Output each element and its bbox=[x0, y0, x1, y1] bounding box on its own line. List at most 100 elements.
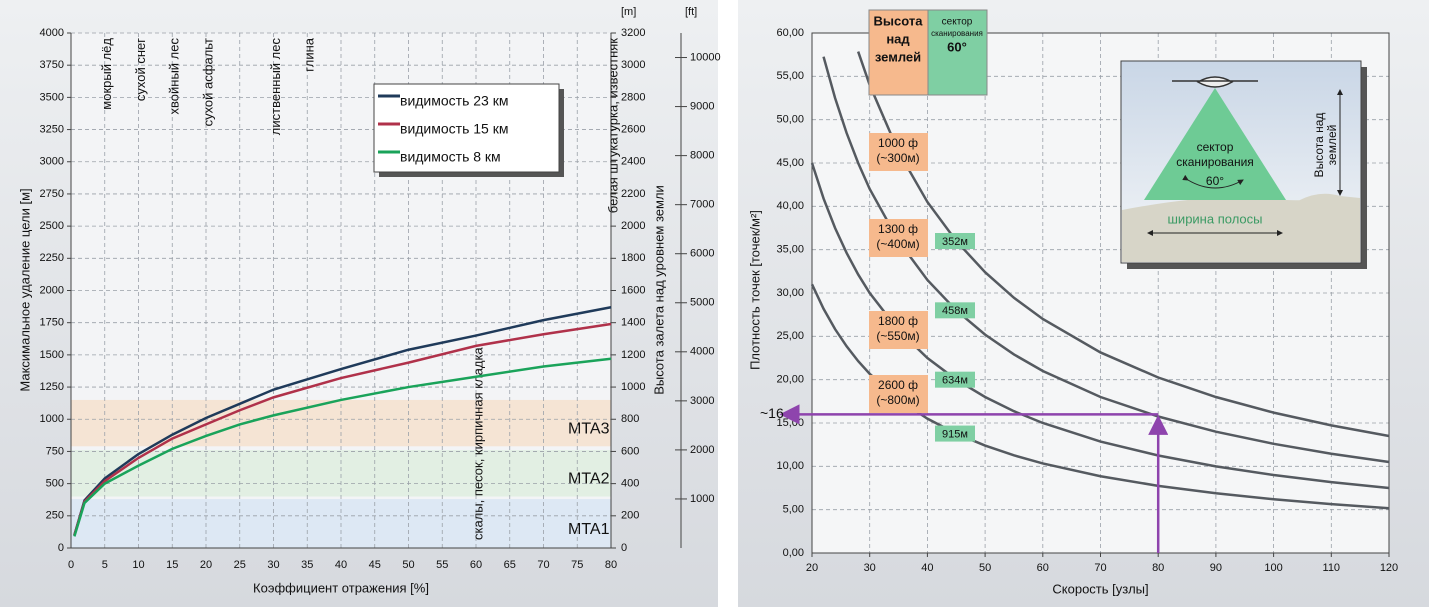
surface-label: лиственный лес bbox=[268, 38, 283, 136]
y2-tick-label: 600 bbox=[621, 445, 639, 457]
header-angle: 60° bbox=[947, 39, 967, 54]
x-tick-label: 65 bbox=[504, 559, 516, 571]
y2-tick-label: 2600 bbox=[621, 123, 645, 135]
inset-text: 60° bbox=[1206, 174, 1224, 188]
figure: MTA1MTA2MTA30510152025303540455055606570… bbox=[0, 0, 1429, 607]
ft-tick-label: 8000 bbox=[690, 150, 714, 162]
x-tick-label: 5 bbox=[102, 559, 108, 571]
y2-tick-label: 400 bbox=[621, 478, 639, 490]
y2-tick-label: 2200 bbox=[621, 188, 645, 200]
y-tick-label: 30,00 bbox=[776, 287, 804, 299]
y-axis-title: Максимальное удаление цели [м] bbox=[17, 188, 32, 391]
y2-unit: [m] bbox=[621, 6, 636, 18]
ft-tick-label: 2000 bbox=[690, 444, 714, 456]
band-label: MTA2 bbox=[568, 471, 610, 488]
y-tick-label: 60,00 bbox=[776, 27, 804, 39]
altitude-label: 1000 ф bbox=[878, 136, 918, 150]
ft-tick-label: 4000 bbox=[690, 346, 714, 358]
x-tick-label: 80 bbox=[605, 559, 617, 571]
y2-tick-label: 1400 bbox=[621, 317, 645, 329]
y-tick-label: 500 bbox=[46, 478, 64, 490]
inset-text: ширина полосы bbox=[1168, 211, 1263, 226]
x-tick-label: 60 bbox=[470, 559, 482, 571]
curve-label: 915м bbox=[942, 428, 968, 440]
y2-tick-label: 2400 bbox=[621, 156, 645, 168]
y-tick-label: 750 bbox=[46, 445, 64, 457]
x-tick-label: 55 bbox=[436, 559, 448, 571]
x-tick-label: 90 bbox=[1210, 562, 1222, 574]
ft-tick-label: 1000 bbox=[690, 493, 714, 505]
y-tick-label: 2500 bbox=[40, 220, 64, 232]
altitude-label: 1300 ф bbox=[878, 222, 918, 236]
inset-text: сектор bbox=[1197, 140, 1234, 154]
x-tick-label: 20 bbox=[806, 562, 818, 574]
x-tick-label: 45 bbox=[369, 559, 381, 571]
y-tick-label: 45,00 bbox=[776, 157, 804, 169]
y-tick-label: 1000 bbox=[40, 413, 64, 425]
y2-tick-label: 1000 bbox=[621, 381, 645, 393]
y2-tick-label: 800 bbox=[621, 413, 639, 425]
ft-tick-label: 3000 bbox=[690, 395, 714, 407]
x-tick-label: 40 bbox=[335, 559, 347, 571]
altitude-label: (~550м) bbox=[876, 329, 919, 343]
x-tick-label: 30 bbox=[267, 559, 279, 571]
altitude-label: 2600 ф bbox=[878, 378, 918, 392]
y2-tick-label: 2000 bbox=[621, 220, 645, 232]
y2-axis-title: Высота залета над уровнем земли bbox=[651, 185, 666, 395]
legend-label: видимость 8 км bbox=[400, 149, 501, 165]
header-sector: сканирования bbox=[931, 29, 983, 38]
ft-tick-label: 5000 bbox=[690, 297, 714, 309]
header-title: над bbox=[886, 31, 910, 46]
inset-text: сканирования bbox=[1176, 155, 1254, 169]
y-tick-label: 0 bbox=[58, 542, 64, 554]
y-tick-label: 40,00 bbox=[776, 200, 804, 212]
ft-unit: [ft] bbox=[685, 6, 697, 18]
legend-label: видимость 15 км bbox=[400, 121, 508, 137]
band-label: MTA1 bbox=[568, 521, 610, 538]
y-tick-label: 50,00 bbox=[776, 114, 804, 126]
ft-tick-label: 7000 bbox=[690, 199, 714, 211]
page: {"chart_data": [ {"type": "line", "xlabe… bbox=[0, 0, 1429, 607]
header-title: Высота bbox=[874, 13, 924, 28]
y-tick-label: 3750 bbox=[40, 59, 64, 71]
legend-label: видимость 23 км bbox=[400, 93, 508, 109]
ft-tick-label: 9000 bbox=[690, 100, 714, 112]
x-tick-label: 20 bbox=[200, 559, 212, 571]
x-tick-label: 110 bbox=[1323, 562, 1341, 574]
x-tick-label: 50 bbox=[402, 559, 414, 571]
curve-label: 352м bbox=[942, 236, 968, 248]
x-tick-label: 120 bbox=[1380, 562, 1398, 574]
y-tick-label: 20,00 bbox=[776, 374, 804, 386]
x-tick-label: 70 bbox=[537, 559, 549, 571]
curve-label: 458м bbox=[942, 305, 968, 317]
x-tick-label: 75 bbox=[571, 559, 583, 571]
x-tick-label: 100 bbox=[1264, 562, 1282, 574]
y-tick-label: 25,00 bbox=[776, 330, 804, 342]
x-tick-label: 70 bbox=[1094, 562, 1106, 574]
y-tick-label: 3000 bbox=[40, 156, 64, 168]
surface-label: хвойный лес bbox=[167, 38, 182, 115]
surface-label: глина bbox=[302, 37, 317, 71]
y2-tick-label: 0 bbox=[621, 542, 627, 554]
y-tick-label: 1250 bbox=[40, 381, 64, 393]
y2-tick-label: 200 bbox=[621, 510, 639, 522]
ft-tick-label: 6000 bbox=[690, 248, 714, 260]
surface-label: сухой асфальт bbox=[200, 38, 215, 126]
y2-tick-label: 3000 bbox=[621, 59, 645, 71]
x-tick-label: 80 bbox=[1152, 562, 1164, 574]
inset-text: землей bbox=[1325, 125, 1339, 166]
y-tick-label: 35,00 bbox=[776, 244, 804, 256]
surface-label: белая штукатурка, известняк bbox=[605, 38, 620, 214]
x-tick-label: 15 bbox=[166, 559, 178, 571]
y-tick-label: 1750 bbox=[40, 317, 64, 329]
y2-tick-label: 2800 bbox=[621, 91, 645, 103]
y2-tick-label: 3200 bbox=[621, 27, 645, 39]
x-tick-label: 10 bbox=[132, 559, 144, 571]
band-label: MTA3 bbox=[568, 420, 610, 437]
x-axis-title: Коэффициент отражения [%] bbox=[253, 580, 429, 595]
header-title: землей bbox=[875, 49, 921, 64]
y-tick-label: 250 bbox=[46, 510, 64, 522]
y-tick-label: 2750 bbox=[40, 188, 64, 200]
altitude-label: (~400м) bbox=[876, 237, 919, 251]
